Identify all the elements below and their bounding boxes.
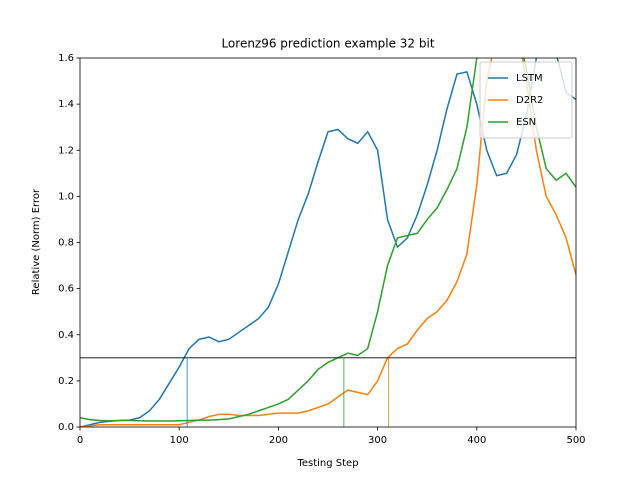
chart-title: Lorenz96 prediction example 32 bit (221, 37, 434, 51)
legend-box (479, 61, 573, 139)
x-tick-label: 0 (77, 435, 83, 446)
legend-label: LSTM (516, 73, 543, 84)
y-tick-label: 1.2 (58, 145, 74, 156)
plot-area (80, 58, 576, 427)
legend-label: D2R2 (516, 95, 543, 106)
y-tick-label: 0.0 (58, 422, 74, 433)
y-tick-label: 1.4 (58, 99, 74, 110)
y-tick-label: 1.0 (58, 191, 74, 202)
line-series (80, 58, 576, 427)
line-series (80, 58, 576, 427)
x-tick-label: 400 (467, 435, 486, 446)
y-axis-label: Relative (Norm) Error (31, 188, 42, 295)
x-tick-label: 100 (170, 435, 189, 446)
y-tick-label: 0.6 (58, 284, 74, 295)
y-tick-label: 0.2 (58, 376, 74, 387)
x-tick-label: 300 (368, 435, 387, 446)
x-tick-label: 500 (566, 435, 585, 446)
x-axis-label: Testing Step (296, 458, 358, 469)
y-tick-label: 0.8 (58, 238, 74, 249)
y-tick-label: 0.4 (58, 330, 74, 341)
line-series (80, 58, 576, 422)
y-tick-label: 1.6 (58, 53, 74, 64)
legend-label: ESN (516, 117, 536, 128)
x-tick-label: 200 (269, 435, 288, 446)
